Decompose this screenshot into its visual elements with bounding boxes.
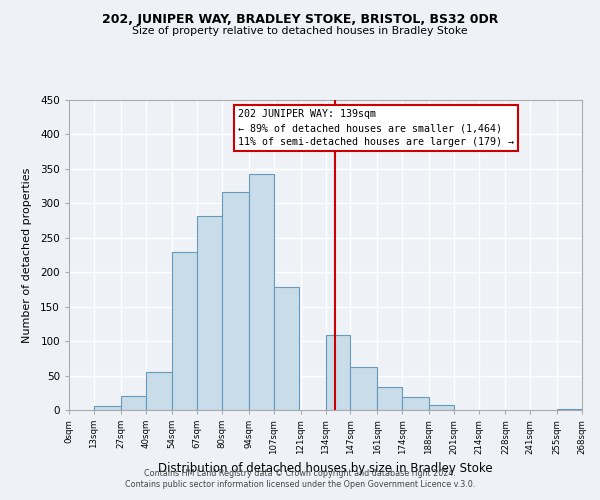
Bar bbox=[377, 388, 402, 410]
Text: Size of property relative to detached houses in Bradley Stoke: Size of property relative to detached ho… bbox=[132, 26, 468, 36]
Bar bbox=[429, 405, 454, 410]
Bar bbox=[94, 406, 121, 410]
Bar bbox=[274, 288, 299, 410]
Bar bbox=[325, 335, 350, 410]
Bar bbox=[222, 192, 249, 410]
Text: Contains public sector information licensed under the Open Government Licence v.: Contains public sector information licen… bbox=[125, 480, 475, 489]
Bar bbox=[146, 372, 172, 410]
Text: 202 JUNIPER WAY: 139sqm
← 89% of detached houses are smaller (1,464)
11% of semi: 202 JUNIPER WAY: 139sqm ← 89% of detache… bbox=[238, 110, 514, 148]
Bar bbox=[197, 216, 222, 410]
Bar bbox=[121, 396, 146, 410]
Bar bbox=[402, 397, 429, 410]
Bar bbox=[172, 252, 197, 410]
Bar bbox=[249, 174, 274, 410]
Bar bbox=[557, 408, 582, 410]
Y-axis label: Number of detached properties: Number of detached properties bbox=[22, 168, 32, 342]
X-axis label: Distribution of detached houses by size in Bradley Stoke: Distribution of detached houses by size … bbox=[158, 462, 493, 475]
Text: Contains HM Land Registry data © Crown copyright and database right 2024.: Contains HM Land Registry data © Crown c… bbox=[144, 468, 456, 477]
Bar bbox=[350, 368, 377, 410]
Text: 202, JUNIPER WAY, BRADLEY STOKE, BRISTOL, BS32 0DR: 202, JUNIPER WAY, BRADLEY STOKE, BRISTOL… bbox=[102, 12, 498, 26]
